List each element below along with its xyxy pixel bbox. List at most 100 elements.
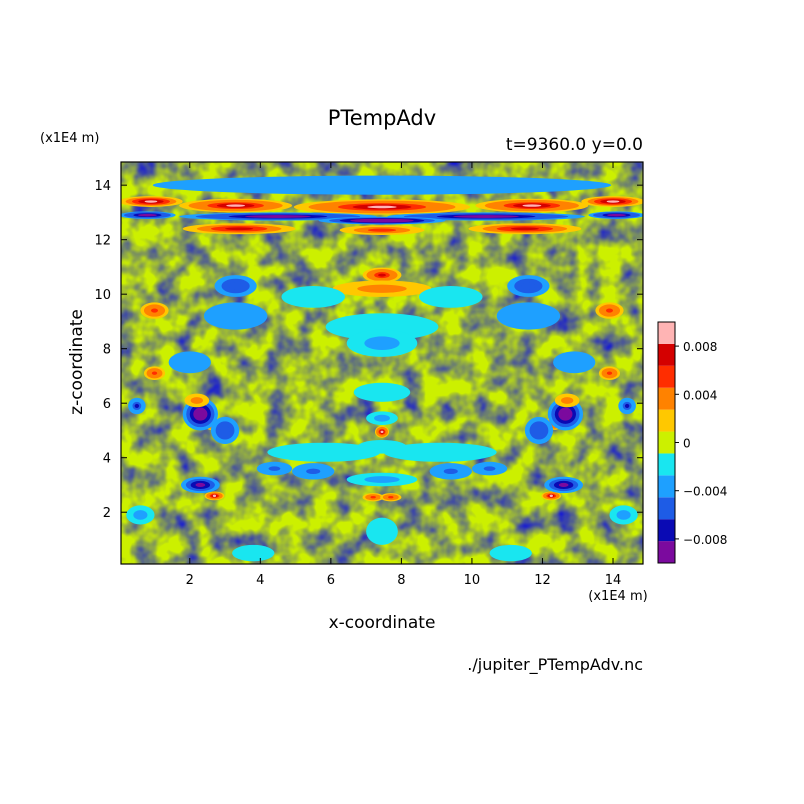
contour-feature — [595, 302, 624, 319]
contour-band — [261, 215, 295, 218]
contour-band — [267, 180, 497, 190]
y-axis: 2 4 6 8 10 12 14 — [94, 179, 643, 521]
contour-feature — [346, 472, 418, 487]
colorbar-tick-label: 0.004 — [683, 388, 717, 402]
contour-feature — [267, 442, 381, 462]
contour-feature — [489, 544, 532, 562]
contour-band — [281, 286, 345, 308]
contour-feature — [210, 416, 240, 445]
y-unit-label: (x1E4 m) — [40, 131, 99, 146]
x-tick-label: 6 — [327, 573, 335, 588]
contour-feature — [541, 491, 562, 501]
contour-band — [388, 496, 394, 499]
contour-feature — [362, 267, 402, 283]
x-tick-label: 12 — [534, 573, 551, 588]
colorbar-cell — [658, 343, 675, 366]
contour-band — [364, 476, 400, 483]
contour-feature — [143, 366, 166, 381]
x-tick-label: 8 — [397, 573, 405, 588]
contour-band — [366, 517, 398, 545]
contour-feature — [471, 461, 508, 476]
contour-band — [380, 430, 384, 434]
contour-band — [212, 494, 217, 498]
contour-band — [144, 200, 158, 203]
contour-feature — [475, 198, 589, 213]
contour-band — [624, 403, 630, 408]
contour-band — [606, 371, 613, 375]
colorbar-tick-label: 0.008 — [683, 340, 717, 354]
contour-band — [196, 410, 204, 418]
contour-band — [364, 336, 400, 351]
y-tick-label: 14 — [94, 179, 111, 194]
x-tick-label: 4 — [256, 573, 264, 588]
contour-feature — [346, 329, 418, 357]
contour-band — [561, 410, 569, 418]
contour-feature — [128, 397, 146, 415]
contour-band — [419, 286, 483, 308]
plot-frame — [120, 161, 644, 565]
contour-band — [226, 204, 246, 207]
contour-band — [563, 356, 585, 368]
contour-features — [121, 162, 643, 564]
contour-feature — [179, 212, 377, 221]
contour-feature — [419, 286, 483, 308]
x-tick-label: 10 — [464, 573, 481, 588]
colorbar-tick-label: −0.008 — [683, 533, 727, 547]
contour-band — [268, 466, 281, 471]
colorbar-tick-label: 0 — [683, 437, 691, 451]
contour-feature — [339, 225, 425, 236]
contour-feature — [293, 199, 471, 215]
colorbar-cell — [658, 497, 675, 520]
contour-band — [225, 227, 254, 231]
contour-band — [611, 213, 622, 217]
contour-band — [232, 544, 275, 562]
contour-band — [150, 308, 159, 313]
contour-feature — [292, 463, 335, 480]
contour-feature — [182, 223, 296, 235]
contour-band — [195, 482, 206, 488]
x-axis-label: x-coordinate — [329, 613, 436, 633]
contour-feature — [332, 280, 432, 297]
colorbar-cell — [658, 453, 675, 476]
contour-feature — [429, 463, 472, 480]
contour-band — [510, 227, 539, 231]
colorbar-tick-label: −0.004 — [683, 485, 727, 499]
contour-feature — [507, 275, 550, 297]
chart-subtitle: t=9360.0 y=0.0 — [506, 135, 643, 155]
contour-band — [560, 397, 574, 404]
contour-band — [179, 356, 201, 368]
contour-band — [220, 425, 230, 435]
contour-feature — [179, 198, 293, 213]
contour-feature — [374, 425, 390, 438]
colorbar-cell — [658, 541, 675, 563]
contour-band — [374, 414, 390, 422]
contour-feature — [554, 393, 580, 408]
contour-feature — [121, 211, 176, 219]
colorbar-cell — [658, 365, 675, 388]
colorbar-cell — [658, 387, 675, 410]
contour-feature — [232, 544, 275, 562]
contour-feature — [140, 302, 169, 319]
contour-band — [616, 510, 631, 520]
x-axis: 2 4 6 8 10 12 14 — [186, 162, 621, 588]
contour-band — [371, 219, 393, 222]
contour-feature — [204, 491, 225, 501]
contour-feature — [318, 216, 446, 225]
contour-feature — [496, 302, 561, 330]
contour-feature — [366, 411, 398, 426]
y-tick-label: 12 — [94, 234, 111, 249]
y-tick-label: 6 — [103, 397, 111, 412]
contour-feature — [353, 382, 411, 402]
contour-field — [121, 162, 643, 564]
y-tick-label: 8 — [103, 343, 111, 358]
colorbar-cell — [658, 475, 675, 498]
contour-feature — [553, 351, 596, 374]
y-axis-label: z-coordinate — [67, 309, 87, 415]
contour-band — [606, 200, 620, 203]
contour-band — [489, 544, 532, 562]
contour-feature — [544, 476, 584, 494]
contour-feature — [468, 223, 582, 235]
contour-feature — [121, 196, 183, 207]
contour-band — [151, 371, 158, 375]
contour-band — [228, 282, 243, 290]
